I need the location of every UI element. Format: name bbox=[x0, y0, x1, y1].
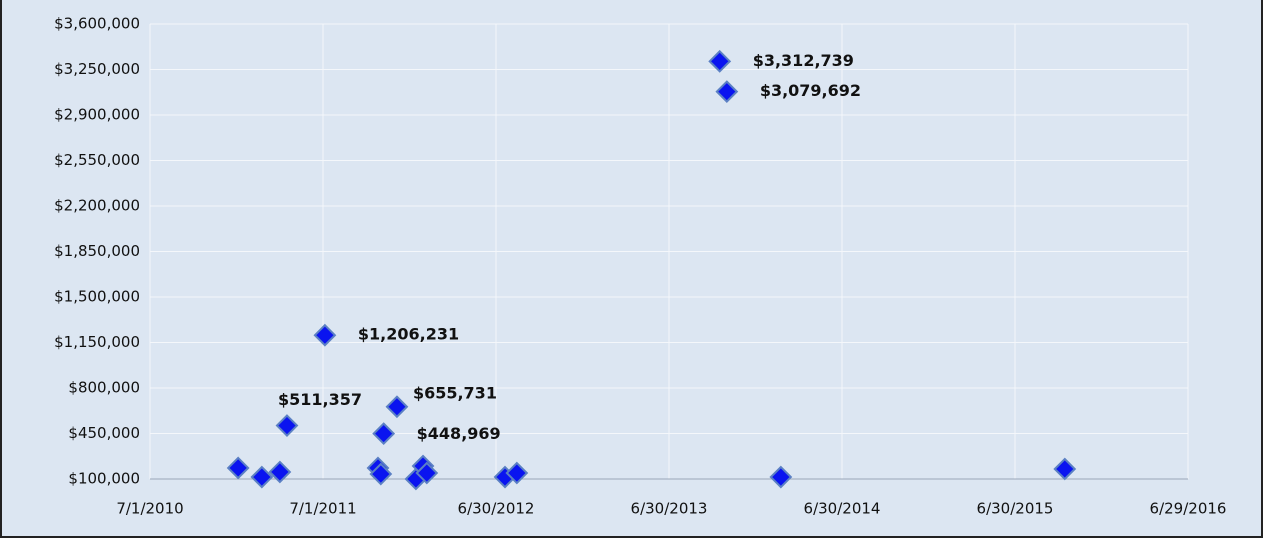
y-tick-label: $3,600,000 bbox=[54, 15, 140, 33]
marker bbox=[250, 465, 274, 489]
x-tick-label: 6/30/2012 bbox=[458, 500, 535, 518]
y-tick-label: $2,550,000 bbox=[54, 151, 140, 169]
marker bbox=[226, 456, 250, 480]
x-tick-label: 7/1/2010 bbox=[116, 500, 183, 518]
x-tick-label: 6/30/2013 bbox=[631, 500, 708, 518]
y-tick-label: $1,500,000 bbox=[54, 288, 140, 306]
y-tick-label: $3,250,000 bbox=[54, 60, 140, 78]
data-label: $1,206,231 bbox=[358, 325, 459, 344]
marker bbox=[505, 461, 529, 485]
data-label: $511,357 bbox=[278, 390, 362, 409]
y-tick-label: $1,150,000 bbox=[54, 333, 140, 351]
x-tick-label: 6/30/2015 bbox=[977, 500, 1054, 518]
y-tick-label: $800,000 bbox=[68, 379, 140, 397]
data-label: $655,731 bbox=[413, 383, 497, 402]
data-label: $3,079,692 bbox=[760, 81, 861, 100]
marker bbox=[769, 465, 793, 489]
marker bbox=[415, 461, 439, 485]
marker bbox=[275, 414, 299, 437]
marker bbox=[369, 462, 393, 486]
x-tick-label: 6/29/2016 bbox=[1150, 500, 1227, 518]
y-tick-label: $450,000 bbox=[68, 424, 140, 442]
y-tick-label: $2,200,000 bbox=[54, 197, 140, 215]
x-tick-label: 6/30/2014 bbox=[804, 500, 881, 518]
data-label: $3,312,739 bbox=[753, 51, 854, 70]
y-tick-label: $100,000 bbox=[68, 470, 140, 488]
marker bbox=[385, 395, 409, 419]
y-tick-label: $1,850,000 bbox=[54, 242, 140, 260]
x-tick-label: 7/1/2011 bbox=[289, 500, 356, 518]
marker bbox=[708, 49, 732, 73]
data-label: $448,969 bbox=[417, 424, 501, 443]
marker bbox=[715, 80, 739, 104]
marker bbox=[372, 422, 396, 446]
marker bbox=[313, 323, 337, 347]
marker bbox=[1053, 457, 1077, 481]
y-tick-label: $2,900,000 bbox=[54, 106, 140, 124]
marker bbox=[268, 460, 292, 484]
